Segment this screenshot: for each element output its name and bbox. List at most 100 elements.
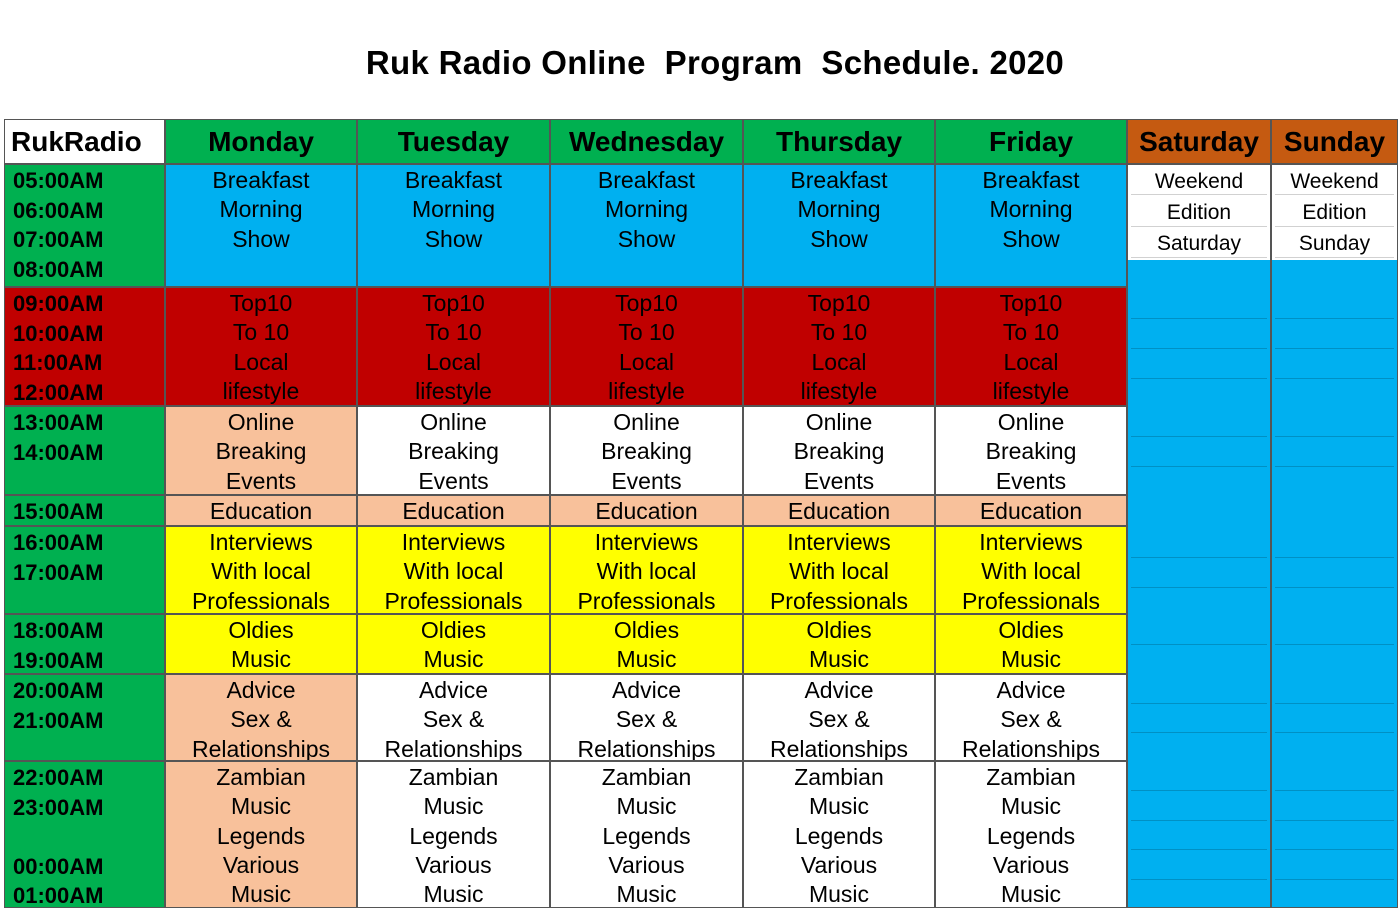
program-line: Relationships	[577, 735, 716, 761]
grid-line	[1131, 318, 1267, 319]
grid-line	[1275, 644, 1394, 645]
program-line: Music	[230, 793, 292, 820]
grid-line	[1131, 587, 1267, 588]
program-line: Edition	[1302, 201, 1367, 224]
program-line: Various	[992, 851, 1070, 878]
grid-line	[1275, 257, 1394, 258]
program-tuesday-block: Top10 To 10 Local lifestyle	[357, 287, 550, 406]
time-label: 07:00AM	[13, 227, 104, 252]
time-block: 09:00AM 10:00AM 11:00AM 12:00AM	[4, 287, 165, 406]
program-line: Breakfast	[790, 167, 888, 193]
program-line: Breakfast	[404, 167, 503, 193]
program-line: Sex &	[422, 706, 485, 733]
program-monday-block: Top10 To 10 Local lifestyle	[165, 287, 357, 406]
program-line: Education	[595, 498, 698, 524]
program-line: Music	[808, 646, 870, 673]
grid-line	[1275, 318, 1394, 319]
program-line: Morning	[219, 196, 303, 223]
program-line: Local	[619, 348, 674, 375]
day-header-friday: Friday	[935, 119, 1127, 164]
program-wednesday-block: Oldies Music	[550, 614, 743, 674]
program-line: Breakfast	[982, 167, 1080, 193]
program-line: With local	[403, 558, 504, 585]
program-line: Events	[225, 467, 297, 494]
grid-line	[1275, 378, 1394, 379]
program-thursday-block: Education	[743, 495, 935, 526]
program-line: lifestyle	[222, 377, 300, 404]
grid-line	[1131, 557, 1267, 558]
time-label: 11:00AM	[13, 350, 103, 375]
program-line: Breaking	[601, 438, 692, 465]
program-line: Events	[803, 467, 875, 494]
program-tuesday-block: Advice Sex & Relationships	[357, 674, 550, 761]
program-line: Zambian	[794, 764, 884, 790]
grid-line	[1131, 466, 1267, 467]
program-line: Music	[1000, 646, 1062, 673]
program-line: Zambian	[408, 764, 499, 790]
program-line: Education	[787, 498, 891, 524]
grid-line	[1275, 348, 1394, 349]
program-line: Professionals	[191, 587, 331, 614]
program-line: Morning	[604, 196, 689, 223]
time-label: 06:00AM	[13, 197, 104, 223]
time-block: 15:00AM	[4, 495, 165, 526]
grid-line	[1131, 378, 1267, 379]
program-line: Top10	[422, 290, 485, 316]
time-label: 08:00AM	[13, 256, 104, 282]
program-line: Music	[616, 793, 677, 820]
program-line: Top10	[229, 290, 293, 316]
program-line: Show	[232, 225, 290, 252]
program-thursday-block: Top10 To 10 Local lifestyle	[743, 287, 935, 406]
program-line: Professionals	[769, 587, 909, 614]
program-line: lifestyle	[608, 377, 685, 404]
program-line: Oldies	[998, 617, 1064, 643]
program-line: Breaking	[215, 438, 307, 465]
time-label: 23:00AM	[13, 794, 104, 820]
program-line: Interviews	[594, 529, 699, 555]
program-wednesday-block: Advice Sex & Relationships	[550, 674, 743, 761]
time-block: 13:00AM 14:00AM	[4, 406, 165, 495]
program-line: Relationships	[191, 735, 331, 761]
grid-line	[1131, 879, 1267, 880]
program-line: Oldies	[613, 617, 680, 643]
program-line: Sex &	[808, 706, 870, 733]
program-line: Education	[402, 498, 505, 524]
time-block: 18:00AM 19:00AM	[4, 614, 165, 674]
time-label: 18:00AM	[13, 618, 104, 643]
program-monday-block: Online Breaking Events	[165, 406, 357, 495]
program-line: Local	[426, 348, 481, 375]
program-line: Morning	[989, 196, 1073, 223]
program-line: Saturday	[1156, 232, 1242, 255]
program-line: Show	[617, 225, 676, 252]
grid-line	[1275, 466, 1394, 467]
program-thursday-block: Advice Sex & Relationships	[743, 674, 935, 761]
program-line: Various	[222, 851, 300, 878]
grid-line	[1275, 587, 1394, 588]
grid-line	[1131, 703, 1267, 704]
program-tuesday-block: Oldies Music	[357, 614, 550, 674]
program-line: Professionals	[961, 587, 1101, 614]
program-line: Online	[227, 409, 295, 435]
program-line: Events	[995, 467, 1067, 494]
sunday-weekend-edition: Weekend Edition Sunday	[1272, 165, 1397, 260]
program-line: Music	[616, 881, 677, 908]
program-line: Breaking	[793, 438, 885, 465]
program-line: With local	[596, 558, 697, 585]
program-line: Local	[811, 348, 867, 375]
time-block: 16:00AM 17:00AM	[4, 526, 165, 614]
grid-line	[1131, 644, 1267, 645]
program-line: Interviews	[787, 529, 891, 555]
program-line: Music	[230, 646, 292, 673]
program-tuesday-block: Zambian Music Legends Various Music	[357, 761, 550, 908]
program-tuesday-block: Education	[357, 495, 550, 526]
grid-line	[1275, 790, 1394, 791]
time-label: 20:00AM	[13, 678, 104, 703]
day-header-thursday: Thursday	[743, 119, 935, 164]
program-line: lifestyle	[992, 377, 1070, 404]
time-block: 22:00AM 23:00AM 00:00AM 01:00AM	[4, 761, 165, 908]
program-line: Morning	[411, 196, 496, 223]
time-label: 19:00AM	[13, 647, 104, 673]
program-line: Music	[616, 646, 677, 673]
program-tuesday-block: Online Breaking Events	[357, 406, 550, 495]
program-line: Advice	[611, 677, 682, 703]
